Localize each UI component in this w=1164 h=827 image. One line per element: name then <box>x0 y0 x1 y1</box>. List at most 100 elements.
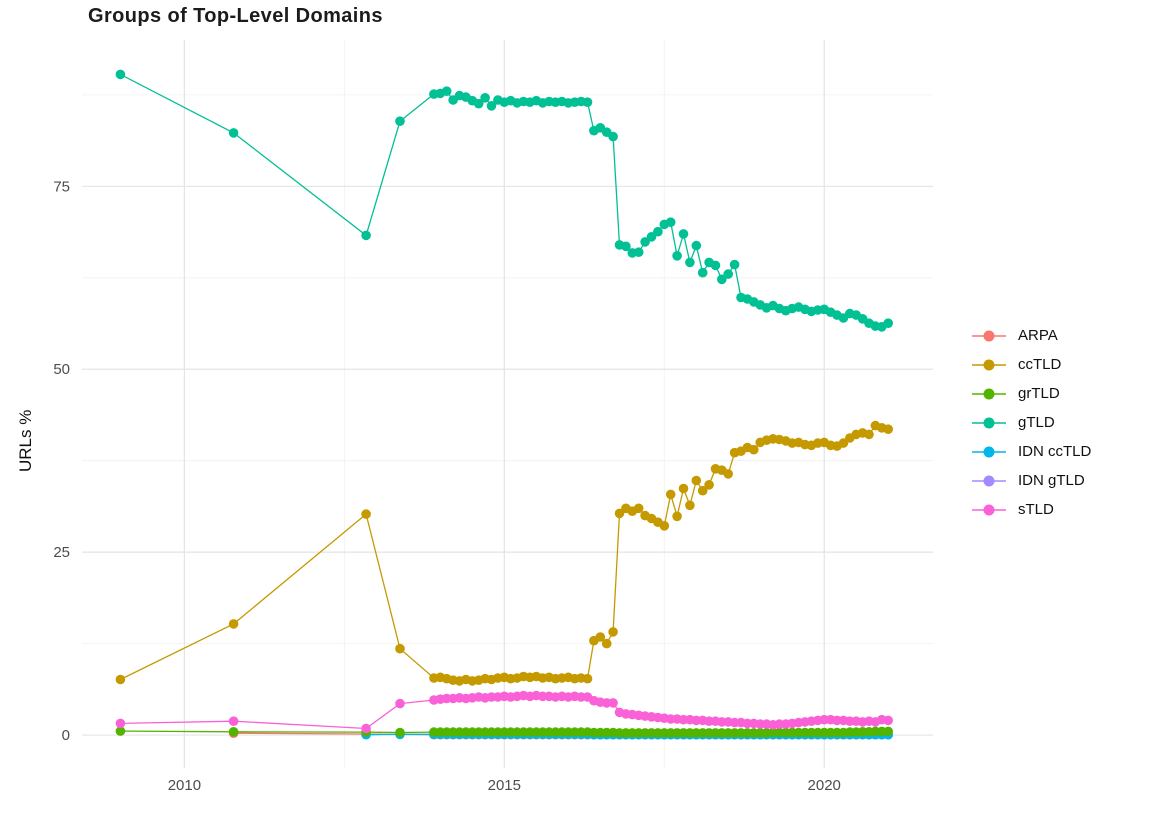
data-point <box>691 240 702 251</box>
data-point <box>697 267 708 278</box>
legend-key-icon <box>972 326 1006 346</box>
data-point <box>633 247 644 257</box>
data-point <box>697 485 708 496</box>
legend-item: IDN gTLD <box>972 466 1091 495</box>
legend: ARPA ccTLD grTLD gTLD IDN ccTLD IDN gTLD sTLD <box>972 321 1091 524</box>
legend-key-dot <box>983 359 995 370</box>
data-point <box>672 511 682 522</box>
data-point <box>883 726 893 737</box>
legend-item: IDN ccTLD <box>972 437 1091 466</box>
data-point <box>723 469 733 479</box>
y-tick-label: 75 <box>53 178 70 195</box>
x-tick-label: 2020 <box>808 777 841 794</box>
legend-item: grTLD <box>972 379 1091 408</box>
data-point <box>115 674 126 685</box>
data-point <box>883 715 893 726</box>
data-point <box>608 131 618 142</box>
data-point <box>614 508 625 519</box>
data-point <box>228 727 239 737</box>
data-point <box>228 619 239 629</box>
data-point <box>361 230 371 241</box>
legend-item-label: IDN ccTLD <box>1018 443 1092 460</box>
legend-key-icon <box>972 471 1006 491</box>
data-point <box>646 232 657 242</box>
data-point <box>864 429 874 440</box>
data-point <box>685 257 695 268</box>
data-point <box>395 643 405 654</box>
data-point <box>672 251 682 261</box>
y-tick-label: 50 <box>53 361 70 378</box>
data-point <box>691 475 702 486</box>
legend-key-icon <box>972 442 1006 462</box>
data-point <box>115 69 126 80</box>
legend-item: sTLD <box>972 495 1091 524</box>
x-tick-label: 2015 <box>488 777 521 794</box>
data-point <box>601 638 612 649</box>
data-point <box>678 483 689 494</box>
y-tick-label: 25 <box>53 544 70 561</box>
legend-item-label: IDN gTLD <box>1018 472 1085 489</box>
data-point <box>723 269 733 279</box>
data-point <box>704 480 714 490</box>
data-point <box>228 128 239 138</box>
legend-key-dot <box>983 446 995 457</box>
data-point <box>659 521 670 531</box>
data-point <box>395 727 405 738</box>
data-point <box>595 632 606 642</box>
series-ccTLD <box>115 420 893 686</box>
data-point <box>582 673 593 684</box>
legend-item: ccTLD <box>972 350 1091 379</box>
legend-key-dot <box>983 504 995 515</box>
data-point <box>115 718 126 729</box>
legend-key-dot <box>983 388 995 399</box>
data-point <box>883 318 893 329</box>
legend-key-icon <box>972 355 1006 375</box>
data-point <box>480 93 490 103</box>
data-point <box>729 259 740 270</box>
data-point <box>640 237 650 247</box>
legend-key-icon <box>972 413 1006 433</box>
data-point <box>361 509 371 519</box>
data-point <box>621 241 631 252</box>
legend-item-label: gTLD <box>1018 414 1055 431</box>
data-point <box>665 489 676 500</box>
legend-item-label: grTLD <box>1018 385 1060 402</box>
data-point <box>441 86 452 96</box>
data-point <box>473 98 484 109</box>
data-point <box>749 444 759 455</box>
legend-item-label: sTLD <box>1018 501 1054 518</box>
legend-item: gTLD <box>972 408 1091 437</box>
series-sTLD <box>115 690 893 734</box>
legend-key-icon <box>972 500 1006 520</box>
data-point <box>395 698 405 709</box>
data-point <box>395 116 405 126</box>
chart-title: Groups of Top-Level Domains <box>88 5 383 27</box>
legend-key-dot <box>983 330 995 341</box>
legend-key-dot <box>983 417 995 428</box>
data-point <box>883 424 893 435</box>
data-point <box>608 627 618 637</box>
legend-item-label: ccTLD <box>1018 356 1062 373</box>
legend-key-dot <box>983 475 995 486</box>
data-point <box>678 229 689 239</box>
data-point <box>115 726 126 736</box>
data-point <box>361 723 371 734</box>
data-point <box>608 698 618 708</box>
legend-item: ARPA <box>972 321 1091 350</box>
legend-key-icon <box>972 384 1006 404</box>
series-gTLD <box>115 69 893 332</box>
y-tick-label: 0 <box>62 727 70 744</box>
x-tick-label: 2010 <box>168 777 201 794</box>
data-point <box>582 97 593 107</box>
data-point <box>665 217 676 227</box>
data-point <box>685 500 695 511</box>
data-point <box>838 438 849 448</box>
data-point <box>633 503 644 514</box>
data-point <box>717 274 727 285</box>
data-point <box>653 226 663 237</box>
data-point <box>228 716 239 726</box>
legend-item-label: ARPA <box>1018 327 1058 344</box>
data-point <box>710 260 721 271</box>
